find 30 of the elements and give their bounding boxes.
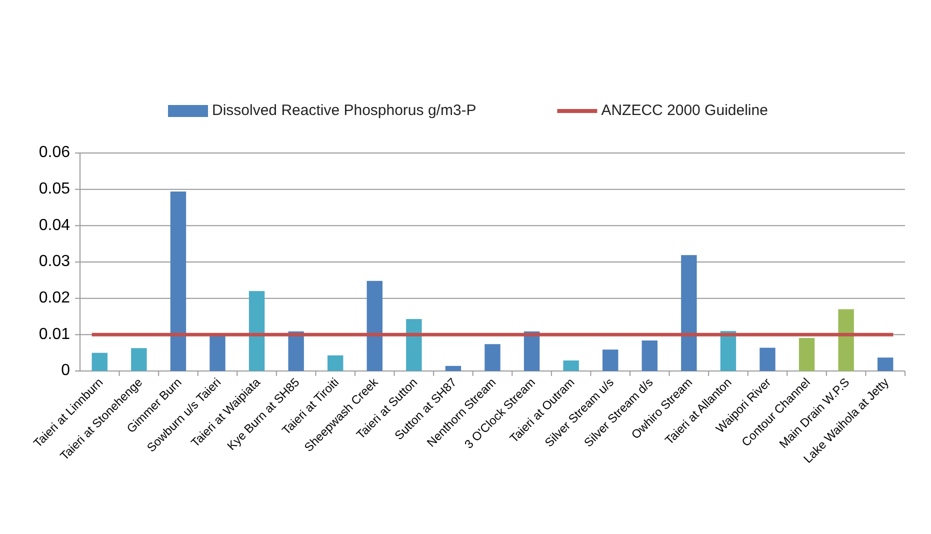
bar bbox=[838, 309, 854, 371]
bar bbox=[131, 348, 147, 371]
bar bbox=[642, 340, 658, 371]
y-tick-label: 0.05 bbox=[38, 180, 70, 198]
bar bbox=[210, 335, 226, 371]
y-tick-label: 0.03 bbox=[38, 253, 70, 270]
bar bbox=[288, 331, 304, 371]
bar bbox=[445, 366, 462, 371]
bar bbox=[484, 344, 500, 371]
y-tick-label: 0.02 bbox=[38, 290, 70, 307]
bar bbox=[366, 280, 382, 371]
bar bbox=[563, 360, 579, 371]
y-tick-label: 0.01 bbox=[38, 326, 70, 343]
bar bbox=[524, 331, 540, 371]
bar bbox=[798, 338, 815, 371]
y-tick-label: 0 bbox=[61, 362, 70, 380]
bar bbox=[720, 331, 736, 371]
legend-label: ANZECC 2000 Guideline bbox=[601, 102, 768, 119]
legend-label: Dissolved Reactive Phosphorus g/m3-P bbox=[212, 102, 476, 119]
y-tick-label: 0.06 bbox=[38, 144, 70, 162]
bar bbox=[602, 350, 618, 371]
bar bbox=[760, 348, 776, 371]
bar bbox=[170, 192, 186, 371]
bar bbox=[248, 291, 265, 371]
bar bbox=[681, 255, 697, 371]
bar bbox=[406, 319, 422, 371]
bar bbox=[328, 355, 344, 371]
y-tick-label: 0.04 bbox=[38, 216, 70, 234]
bar bbox=[92, 352, 108, 371]
bar bbox=[878, 358, 894, 371]
